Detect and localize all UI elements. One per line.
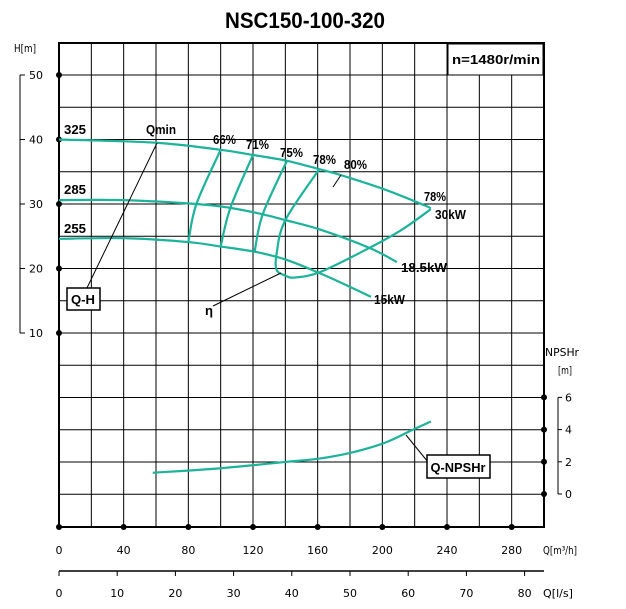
efficiency-66-label: 66% — [213, 132, 236, 147]
q-tick-label: 80 — [181, 544, 195, 557]
npsh-axis-dot — [541, 394, 547, 401]
npsh-axis-label: NPSHr — [545, 346, 579, 359]
qh-label: Q-H — [71, 292, 95, 307]
q-tick-label: 200 — [372, 544, 393, 557]
npsh-label-box — [426, 454, 491, 479]
npsh-axis-dot — [541, 458, 547, 465]
npsh-tick-label: 4 — [565, 424, 572, 437]
qls-tick-label: 10 — [110, 587, 124, 600]
chart-title: NSC150-100-320 — [225, 8, 385, 33]
head-curve-255 — [58, 236, 372, 298]
qh-label-box — [66, 287, 101, 311]
q-axis-dot — [56, 524, 62, 530]
q-axis-dot — [250, 524, 257, 530]
impeller-255-label: 255 — [64, 221, 86, 236]
efficiency-78-label: 78% — [313, 152, 336, 167]
q-axis-label: Q[m³/h] — [543, 544, 577, 557]
h-tick-label: 20 — [29, 263, 43, 276]
h-tick-label: 50 — [29, 69, 43, 82]
npsh-tick-label: 2 — [565, 456, 572, 469]
q-axis-dot — [444, 524, 451, 530]
q-tick-label: 160 — [307, 544, 328, 557]
qls-tick-label: 40 — [285, 587, 299, 600]
efficiency-80-label: 80% — [344, 157, 367, 172]
qls-axis-label: Q[l/s] — [543, 587, 573, 600]
h-axis-dot — [56, 330, 62, 336]
qls-tick-label: 0 — [56, 587, 63, 600]
iso-efficiency-71pct — [219, 154, 255, 247]
qmin-label: Qmin — [146, 122, 176, 137]
iso-efficiency-66pct — [187, 149, 222, 243]
h-axis-dot — [56, 72, 62, 78]
npsh-leader — [405, 434, 429, 463]
q-tick-label: 40 — [117, 544, 131, 557]
q-axis-dot — [379, 524, 386, 530]
qls-tick-label: 80 — [518, 587, 532, 600]
qls-tick-label: 20 — [168, 587, 182, 600]
q-tick-label: 0 — [56, 544, 63, 557]
power-30kw-label: 30kW — [435, 207, 467, 222]
qls-tick-label: 30 — [227, 587, 241, 600]
eta-leader — [212, 272, 282, 307]
h-tick-label: 40 — [29, 134, 43, 147]
speed-label: n=1480r/min — [452, 52, 540, 67]
efficiency-78-end-label: 78% — [424, 189, 446, 204]
h-axis-dot — [56, 201, 62, 207]
npsh-tick-label: 6 — [565, 391, 572, 404]
power-18-5kw-label: 18.5kW — [401, 260, 448, 275]
iso-efficiency-75pct — [253, 160, 288, 252]
q-tick-label: 240 — [437, 544, 458, 557]
best-efficiency-leader — [332, 174, 342, 188]
q-axis-dot — [120, 524, 127, 530]
eta-label: η — [205, 303, 213, 318]
qls-tick-label: 70 — [459, 587, 473, 600]
q-tick-label: 280 — [501, 544, 522, 557]
npsh-curve — [152, 420, 432, 474]
plot-frame — [58, 42, 545, 528]
h-tick-label: 30 — [29, 198, 43, 211]
qls-tick-label: 50 — [343, 587, 357, 600]
head-curve-285 — [58, 198, 398, 264]
power-15kw-label: 15kW — [374, 292, 406, 307]
iso-efficiency-78pct — [274, 168, 432, 279]
h-tick-label: 10 — [29, 327, 43, 340]
q-tick-label: 120 — [243, 544, 264, 557]
h-axis-dot — [56, 265, 62, 272]
q-axis-dot — [508, 524, 515, 530]
h-axis-label: H[m] — [14, 42, 36, 55]
npsh-axis-dot — [541, 426, 547, 433]
efficiency-71-label: 71% — [246, 137, 269, 152]
npsh-label: Q-NPSHr — [431, 460, 486, 475]
impeller-325-label: 325 — [64, 122, 86, 137]
q-axis-dot — [185, 524, 192, 530]
head-curve-325 — [58, 138, 432, 210]
npsh-axis-dot — [541, 491, 547, 497]
qmin-leader — [85, 142, 158, 291]
qls-tick-label: 60 — [401, 587, 415, 600]
impeller-285-label: 285 — [64, 182, 86, 197]
npsh-tick-label: 0 — [565, 488, 572, 501]
npsh-axis-unit: [m] — [558, 364, 572, 377]
speed-box — [447, 43, 544, 76]
efficiency-75-label: 75% — [280, 145, 303, 160]
q-axis-dot — [314, 524, 321, 530]
